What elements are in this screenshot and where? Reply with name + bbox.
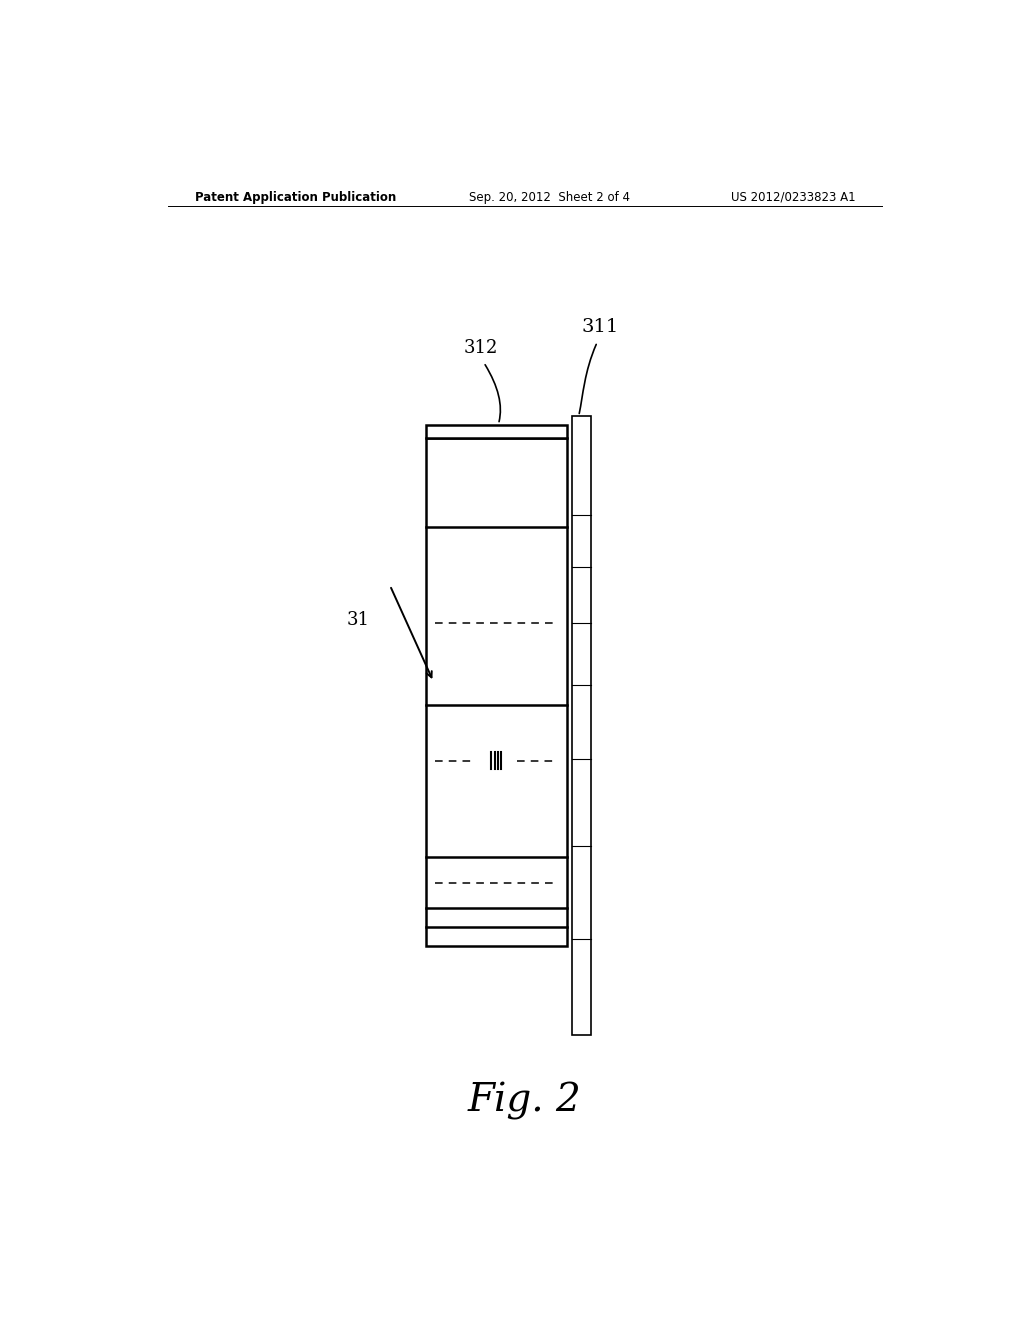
Text: Patent Application Publication: Patent Application Publication	[196, 190, 396, 203]
Bar	[571, 416, 591, 1035]
Text: US 2012/0233823 A1: US 2012/0233823 A1	[731, 190, 856, 203]
FancyArrowPatch shape	[580, 345, 596, 413]
Text: Fig. 2: Fig. 2	[468, 1081, 582, 1119]
Bar	[426, 438, 567, 946]
Bar	[426, 425, 567, 438]
Text: Sep. 20, 2012  Sheet 2 of 4: Sep. 20, 2012 Sheet 2 of 4	[469, 190, 630, 203]
FancyArrowPatch shape	[485, 364, 501, 421]
Text: 311: 311	[582, 318, 618, 337]
Text: 312: 312	[464, 339, 499, 356]
Text: 31: 31	[347, 611, 370, 628]
